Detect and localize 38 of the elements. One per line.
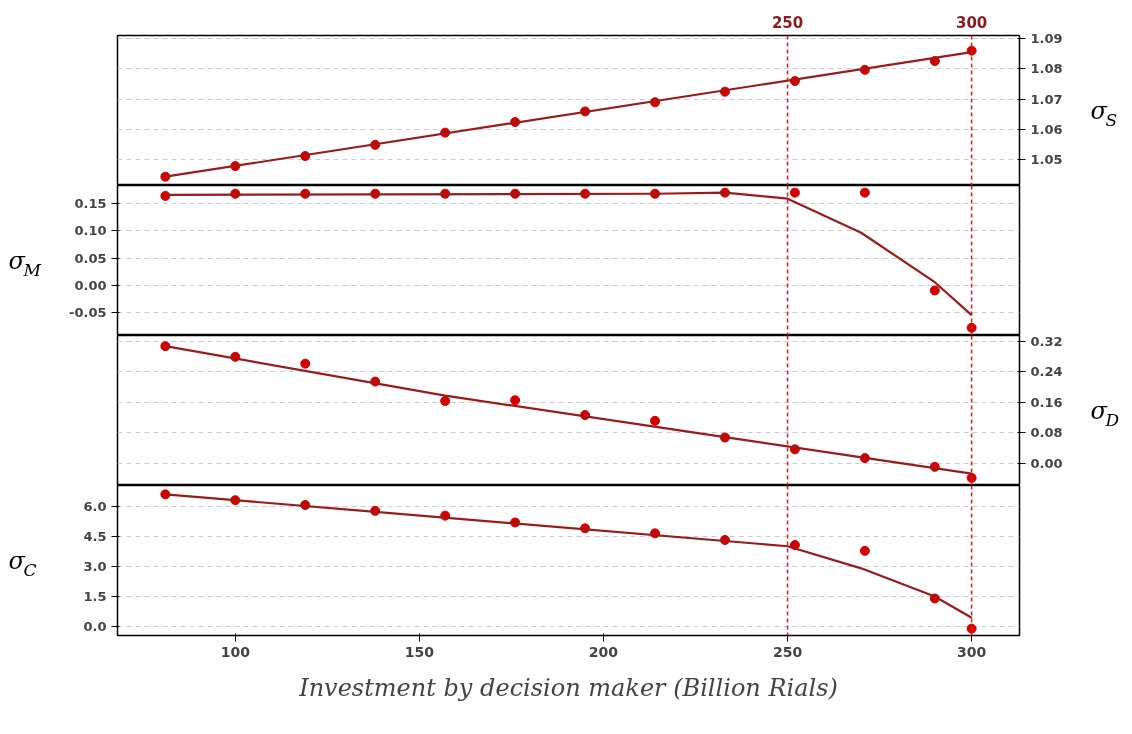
y-tick-label: 1.09 <box>1030 31 1063 47</box>
ref-line-label: 300 <box>955 13 988 32</box>
point <box>789 187 800 198</box>
point <box>929 285 940 296</box>
x-tick-label: 250 <box>772 643 803 660</box>
y-tick-label: 0.24 <box>1030 364 1063 380</box>
y-tick-label: 4.5 <box>83 528 107 544</box>
point <box>859 187 870 198</box>
x-tick-label: 200 <box>588 643 619 660</box>
point <box>650 415 661 426</box>
x-tick-label: 100 <box>220 643 251 660</box>
point <box>966 322 977 333</box>
x-tick-label: 300 <box>957 643 987 660</box>
y-tick-label: 6.0 <box>83 498 107 514</box>
y-tick-label: 0.00 <box>74 278 107 293</box>
y-tick-label: 1.07 <box>1030 91 1063 107</box>
ref-line-label: 250 <box>771 13 804 32</box>
y-tick-label: 0.10 <box>74 223 107 239</box>
point <box>510 395 521 406</box>
y-tick-label: 1.5 <box>83 588 107 604</box>
y-tick-label: 0.16 <box>1030 394 1063 410</box>
y-tick-label: 3.0 <box>83 558 107 574</box>
y-tick-label: 0.32 <box>1030 333 1063 349</box>
y-tick-label: 1.05 <box>1030 152 1063 168</box>
x-tick-label: 150 <box>404 643 435 660</box>
point <box>859 545 870 556</box>
x-axis-title: Investment by decision maker (Billion Rials) <box>298 673 838 702</box>
y-tick-label: 0.15 <box>74 195 107 211</box>
y-tick-label: 0.00 <box>1030 455 1063 471</box>
y-tick-label: 0.08 <box>1030 425 1063 441</box>
y-tick-label: 1.06 <box>1030 122 1063 138</box>
point <box>966 623 977 634</box>
point <box>440 395 451 406</box>
y-tick-label: 1.08 <box>1030 61 1063 77</box>
y-tick-label: -0.05 <box>69 305 107 321</box>
point <box>300 358 311 369</box>
y-tick-label: 0.0 <box>83 619 107 635</box>
y-tick-label: 0.05 <box>74 250 107 266</box>
